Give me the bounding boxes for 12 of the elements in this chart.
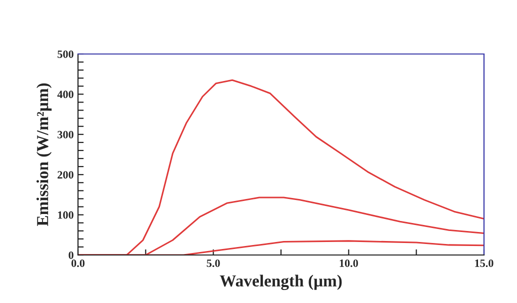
- x-tick-label: 5.0: [206, 259, 220, 268]
- y-tick-label: 100: [58, 211, 74, 219]
- y-tick-label: 0: [68, 251, 74, 259]
- y-tick-label: 200: [58, 171, 74, 179]
- y-axis-title: Emission (W/m²μm): [36, 83, 52, 226]
- x-axis-title: Wavelength (μm): [220, 274, 342, 290]
- y-tick-label: 500: [58, 50, 74, 58]
- x-tick-label: 0.0: [71, 259, 85, 268]
- y-tick-label: 400: [57, 90, 74, 98]
- y-tick-label: 300: [58, 130, 74, 138]
- x-tick-label: 10.0: [340, 259, 358, 268]
- x-tick-label: 15.0: [475, 259, 494, 268]
